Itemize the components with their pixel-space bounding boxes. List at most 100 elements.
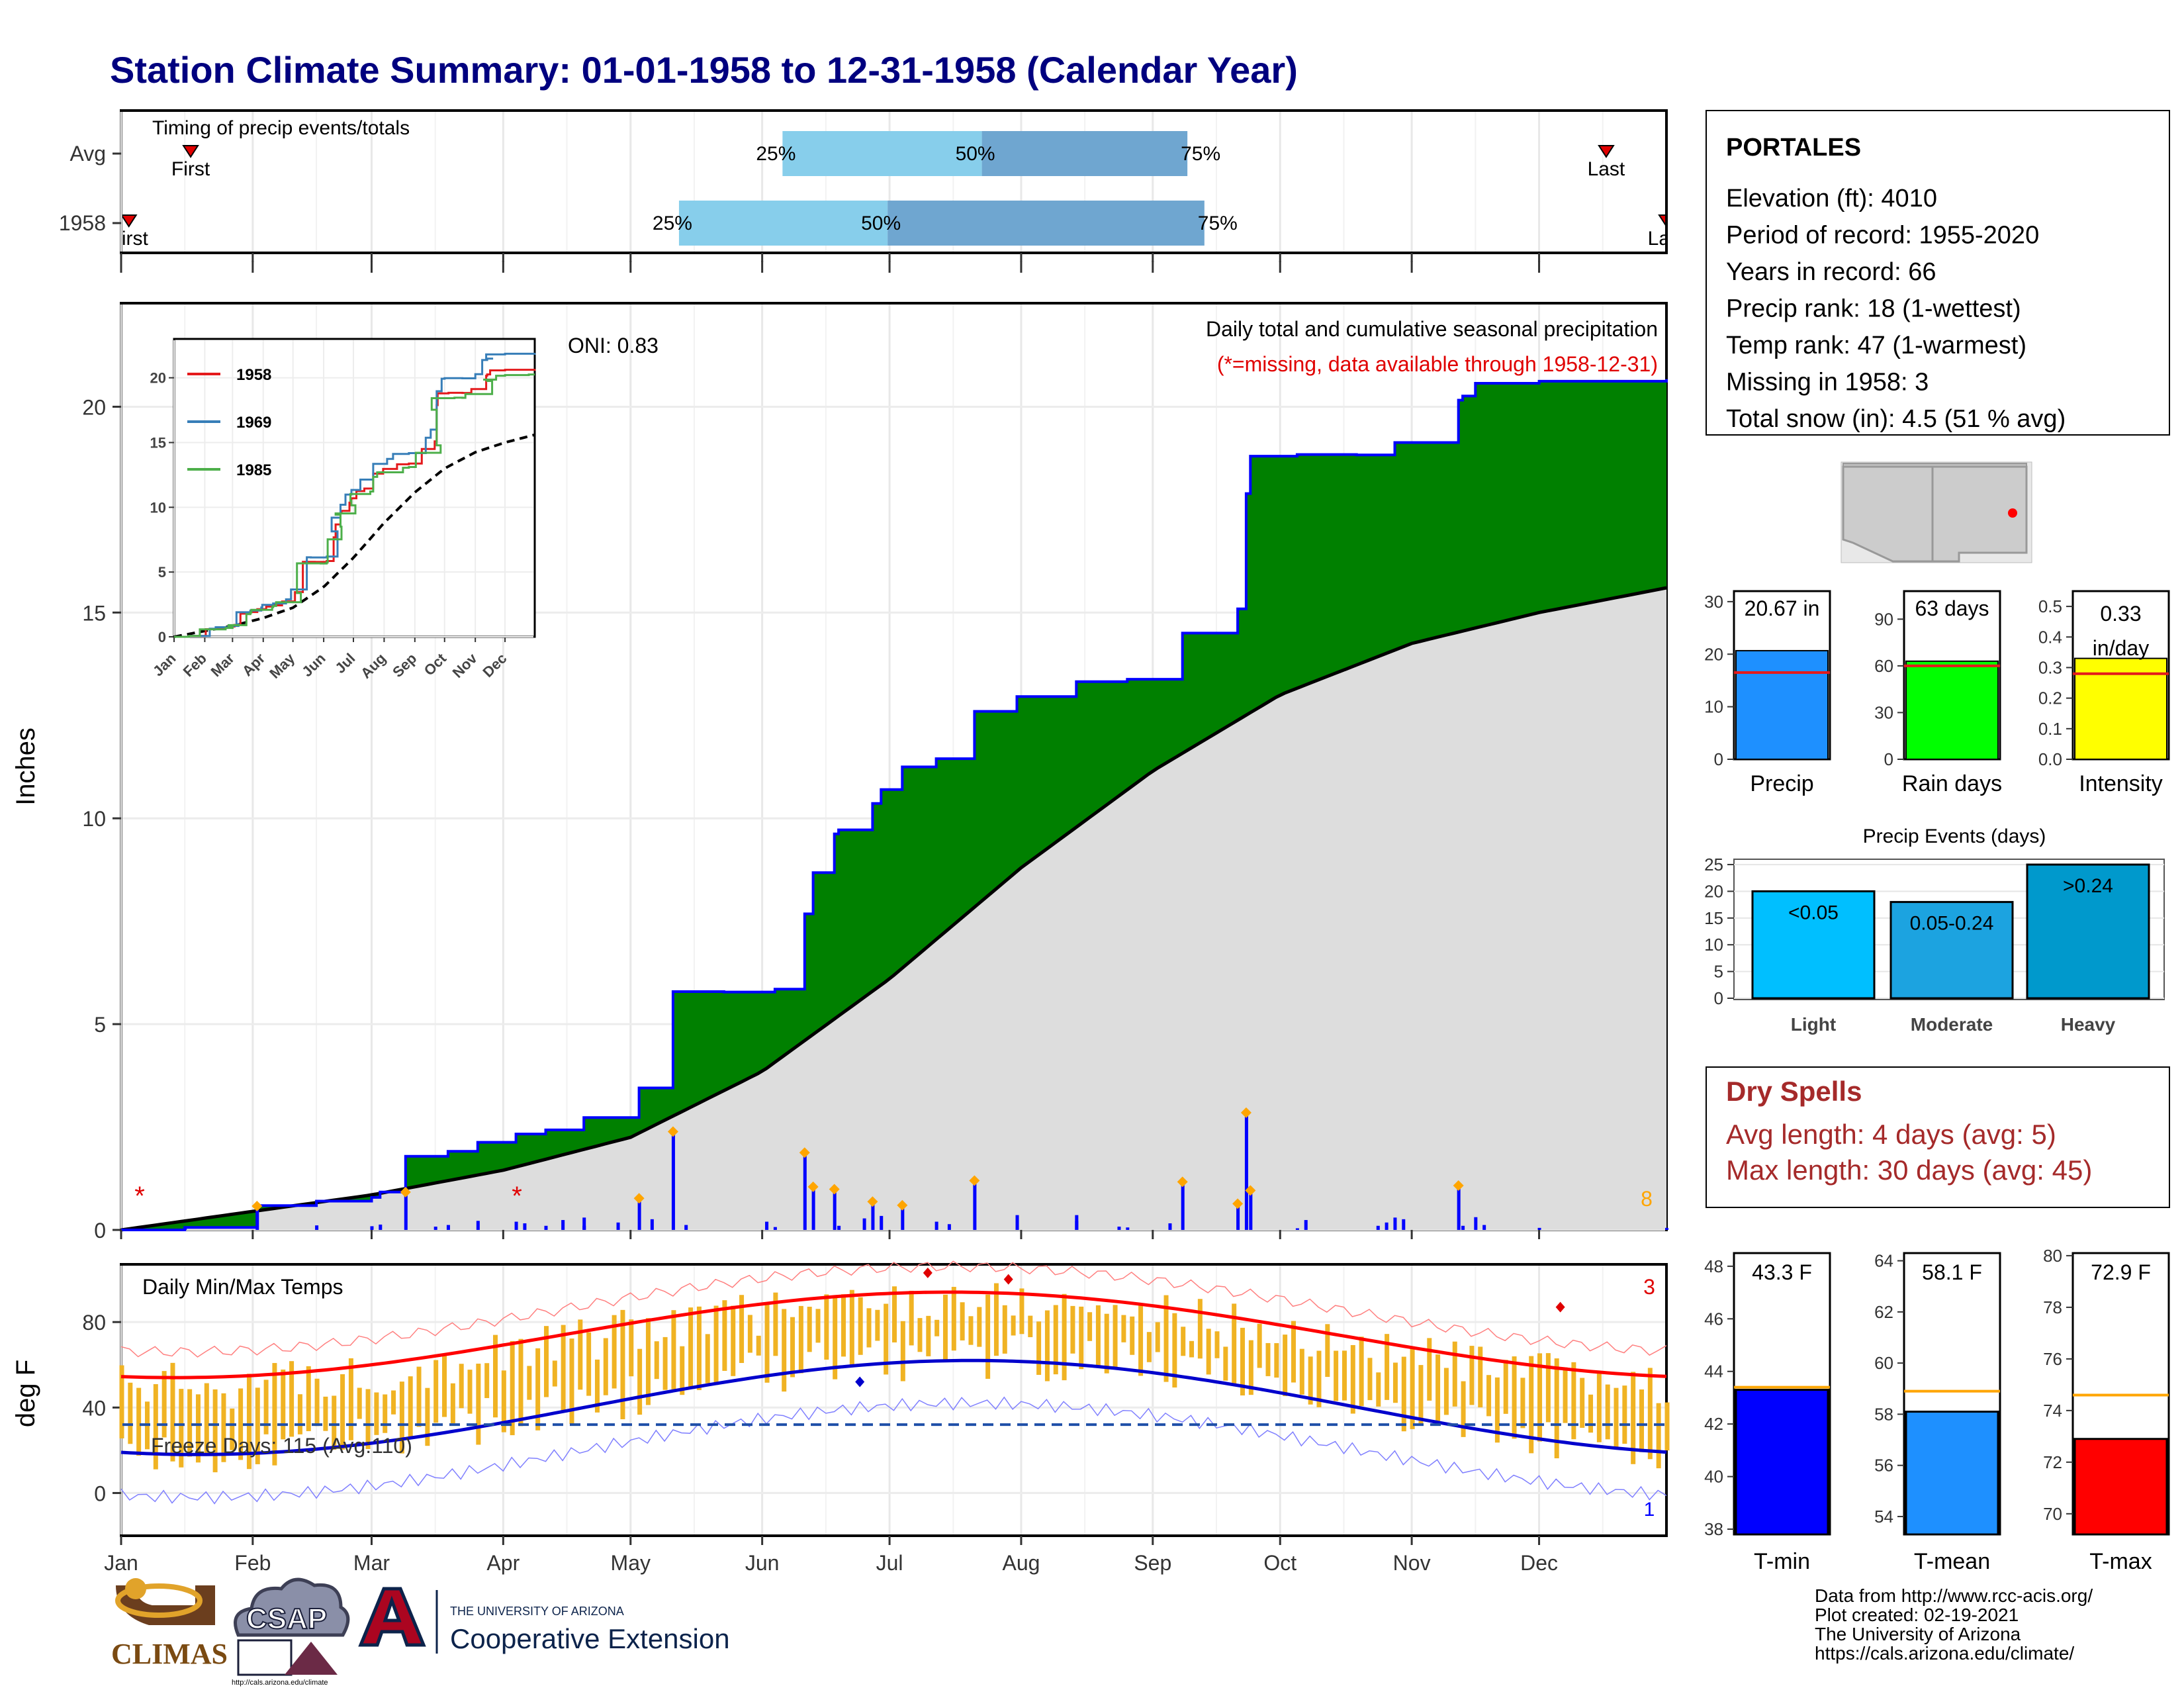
temp-bar-ytick-label-2-2: 74 [2043,1401,2062,1421]
climas-swirl [115,1583,203,1618]
normal-cumulative-line [120,586,1667,1232]
inset-ytick-label-1: 5 [158,564,166,581]
daily-temp-range-bar [1385,1334,1390,1400]
precip-subtitle: Daily total and cumulative seasonal prec… [1206,317,1658,341]
temp-bar-ytick-label-1-3: 60 [1874,1353,1893,1373]
daily-temp-range-bar [1130,1316,1135,1355]
daily-temp-range-bar [1647,1368,1653,1460]
precip-events-title: Precip Events (days) [1863,825,2046,847]
missing-marker-apr: * [512,1182,522,1211]
month-label-oct: Oct [1263,1551,1297,1575]
daily-precip-bar [1249,1192,1253,1230]
event-diamond [807,1181,819,1192]
daily-precip-bar [1457,1187,1461,1230]
daily-precip-bar [514,1221,518,1230]
mini-bar-value-2 [2074,657,2167,760]
temp-bar-ytick-label-0-3: 44 [1704,1362,1723,1382]
daily-temp-range-bar [1214,1331,1220,1358]
daily-precip-bar [1126,1227,1130,1230]
daily-precip-bar-small [684,1225,688,1230]
daily-temp-range-bar [1486,1375,1492,1417]
daily-temp-range-bar [705,1334,710,1383]
temp-bar-ytick-label-1-0: 54 [1874,1507,1893,1526]
daily-temp-range-bar [594,1359,600,1413]
daily-temp-range-bar [128,1382,133,1444]
daily-precip-bar [1244,1114,1248,1230]
mini-bar-ytick-label-2-5: 0.5 [2038,596,2062,616]
station-name: PORTALES [1726,134,1861,162]
state-utah-colorado [1843,463,2027,467]
last-event-marker-0 [1598,145,1615,158]
daily-precip-bar [973,1182,977,1230]
csap-url: http://cals.arizona.edu/climate [232,1679,328,1687]
daily-temp-range-bar [1469,1346,1475,1405]
daily-temp-range-bar [688,1307,694,1387]
station-info-line-1: Period of record: 1955-2020 [1726,222,2039,250]
events-bar-inner-label-2: >0.24 [2063,875,2113,897]
mini-bar-ytick-label-0-1: 10 [1704,697,1723,717]
daily-precip-bar-small [582,1225,586,1230]
footer-line-2: The University of Arizona [1815,1624,2021,1644]
csap-cloud [234,1577,350,1637]
daily-temp-range-bar [561,1325,566,1411]
daily-precip-bar [871,1203,875,1230]
footer-line-3: https://cals.arizona.edu/climate/ [1815,1643,2074,1664]
event-diamond [799,1147,810,1158]
daily-precip-bar-small [1168,1223,1172,1230]
station-info-line-0: Elevation (ft): 4010 [1726,185,1937,212]
daily-temp-range-bar [866,1308,872,1348]
daily-precip-bar [183,1227,187,1230]
daily-temp-range-bar [858,1297,863,1355]
daily-temp-range-bar [1283,1335,1288,1397]
events-ytick-label-2: 10 [1704,935,1723,955]
event-diamond [633,1193,645,1204]
temp-missing-top: 3 [1643,1275,1655,1299]
daily-temp-range-bar [476,1364,481,1445]
inset-ytick-label-4: 20 [150,370,166,387]
daily-temp-range-bar [365,1389,371,1450]
temp-bar-ytick-label-0-0: 38 [1704,1519,1723,1539]
daily-temp-range-bar [518,1338,523,1427]
daily-temp-range-bar [212,1389,218,1473]
daily-temp-range-bar [1248,1340,1253,1395]
daily-temp-range-bar [238,1388,244,1460]
timing-pct50-0: 50% [956,143,995,165]
daily-precip-bar-small [523,1223,527,1230]
daily-precip-bar-small [1304,1220,1308,1230]
month-label-jul: Jul [876,1551,903,1575]
daily-temp-range-bar [467,1370,473,1414]
daily-precip-bar [476,1221,480,1230]
daily-precip-bar [315,1225,319,1230]
temp-bar-ytick-label-0-4: 46 [1704,1309,1723,1329]
events-bar-label-2: Heavy [2061,1014,2116,1035]
ua-a-mark [358,1587,426,1647]
daily-precip-bar-small [1402,1219,1406,1230]
last-event-label-0: Last [1588,158,1625,180]
daily-precip-bar-small [650,1219,654,1230]
daily-precip-bar-small [1376,1225,1380,1230]
temp-ylabel: deg F [11,1360,40,1427]
above-normal-area [121,379,1666,1230]
normal-max-line [120,1290,1667,1380]
mini-bar-value-label-unit-2: in/day [2093,636,2149,660]
temp-bar-value-2 [2073,1438,2168,1536]
mini-bar-ytick-label-0-2: 20 [1704,644,1723,664]
record-low-marker [855,1376,865,1387]
first-event-marker-0 [182,145,199,158]
daily-precip-bar [1181,1184,1185,1230]
precip-ytick-label-3: 15 [82,601,106,625]
record-low-line [120,1396,1667,1505]
daily-temp-range-bar [1079,1306,1084,1370]
footer-line-1: Plot created: 02-19-2021 [1815,1605,2019,1625]
month-label-dec: Dec [1520,1551,1558,1575]
daily-temp-range-bar [951,1287,956,1351]
daily-temp-range-bar [1401,1356,1406,1432]
daily-temp-range-bar [1138,1303,1144,1376]
daily-temp-range-bar [1622,1385,1627,1444]
daily-precip-bar-small [1075,1221,1079,1230]
daily-temp-range-bar [833,1297,838,1380]
daily-temp-range-bar [170,1362,175,1462]
daily-precip-bar [803,1154,807,1230]
daily-temp-range-bar [1443,1368,1449,1415]
ua-big-text: Cooperative Extension [450,1623,730,1654]
